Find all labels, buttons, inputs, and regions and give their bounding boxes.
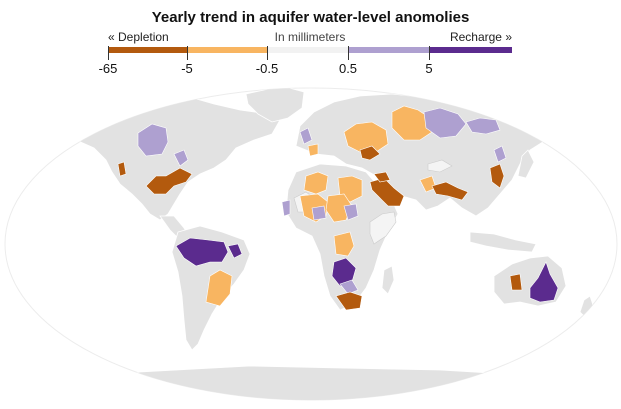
indonesia-land	[469, 231, 537, 253]
region-northeast-china	[493, 145, 507, 163]
region-russian-platform	[343, 121, 389, 153]
region-guarani-south-america	[205, 269, 233, 307]
region-ganges-brahmaputra	[431, 181, 469, 201]
legend-tick	[267, 46, 268, 60]
region-amazon-basin	[175, 237, 229, 267]
region-sahel-niger	[311, 205, 327, 221]
region-north-china-plain	[489, 163, 505, 189]
region-horn-of-africa	[369, 211, 397, 245]
legend-recharge-label: Recharge »	[449, 30, 512, 44]
legend-unit-label: In millimeters	[274, 30, 346, 44]
madagascar-land	[381, 265, 395, 295]
north-america-land	[57, 93, 281, 221]
region-north-africa-west	[303, 171, 329, 195]
color-legend: « Depletion In millimeters Recharge » -6…	[99, 30, 512, 80]
region-california-central-valley	[117, 161, 127, 177]
region-northeast-brazil	[227, 243, 243, 259]
region-congo-basin	[333, 231, 355, 257]
legend-tick	[429, 46, 430, 60]
region-us-high-plains-gulf	[145, 167, 193, 195]
region-canning-basin	[509, 273, 523, 291]
legend-tick	[348, 46, 349, 60]
antarctica-land	[39, 365, 601, 400]
region-iraq-syria-basin	[373, 171, 391, 183]
legend-bin-neutral	[267, 47, 348, 53]
legend-tick-label: -0.5	[255, 61, 279, 76]
region-central-asia	[427, 159, 453, 173]
greenland-land	[245, 88, 305, 123]
legend-tick-label: -65	[98, 61, 118, 76]
region-east-siberia	[423, 107, 467, 139]
legend-tick-label: 0.5	[338, 61, 358, 76]
region-canada-prairies	[137, 123, 169, 157]
legend-bin-strong-depletion	[108, 47, 187, 53]
region-arabian-aquifer	[369, 177, 405, 207]
region-kalahari-basin	[339, 279, 359, 295]
legend-tick	[187, 46, 188, 60]
aquifer-regions	[117, 105, 559, 311]
region-scandinavia	[299, 127, 313, 145]
region-great-lakes	[173, 149, 189, 167]
map-title: Yearly trend in aquifer water-level anom…	[151, 9, 470, 26]
legend-tick-label: -5	[181, 61, 193, 76]
region-west-africa-coast	[281, 199, 291, 217]
legend-bin-depletion	[187, 47, 267, 53]
legend-depletion-label: « Depletion	[108, 30, 169, 44]
region-sudd-basin	[343, 203, 359, 221]
region-far-east-russia	[465, 117, 501, 135]
legend-tick-label: 5	[425, 61, 433, 76]
region-karoo-basin	[335, 291, 363, 311]
region-ukraine-basin	[359, 145, 381, 161]
region-great-artesian-basin	[529, 261, 559, 303]
legend-bin-recharge	[348, 47, 429, 53]
legend-tick	[108, 46, 109, 60]
japan-land	[517, 149, 535, 179]
legend-bin-strong-recharge	[429, 47, 512, 53]
region-chad-basin	[325, 193, 353, 223]
region-western-europe-basin	[307, 143, 319, 157]
